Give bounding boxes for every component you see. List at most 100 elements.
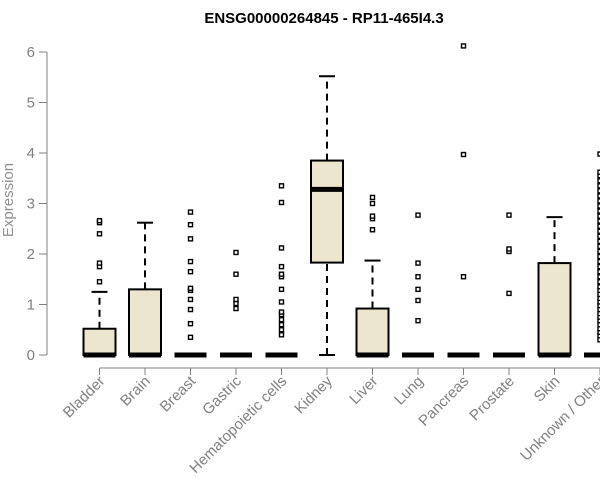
y-tick-label: 4 (27, 145, 35, 162)
outlier-point (597, 253, 600, 260)
box-unknown-other (584, 151, 600, 358)
outlier-point (597, 329, 600, 335)
outlier-point (460, 43, 467, 49)
outlier-point (278, 183, 285, 189)
outlier-point (597, 198, 600, 204)
outlier-point (187, 296, 194, 303)
outlier-point (415, 286, 421, 293)
outlier-point (597, 317, 600, 324)
box-skin (537, 216, 572, 358)
outlier-point (597, 213, 600, 219)
box-bladder (82, 217, 117, 358)
outlier-point (597, 263, 600, 270)
outlier-point (597, 243, 600, 250)
outlier-point (369, 200, 376, 207)
outlier-point (597, 310, 600, 317)
outlier-point (187, 268, 194, 275)
outlier-point (597, 284, 600, 290)
outlier-point (369, 194, 376, 201)
outlier-point (415, 274, 421, 280)
outlier-point (233, 249, 239, 256)
outlier-point (96, 231, 103, 237)
outlier-point (597, 203, 600, 209)
outlier-point (597, 218, 600, 224)
x-tick-label: Prostate (466, 373, 518, 425)
box-body (128, 288, 162, 357)
outlier-point (506, 212, 512, 218)
outlier-point (597, 287, 600, 294)
outlier-point (597, 299, 600, 305)
outlier-point (278, 309, 285, 315)
outlier-point (597, 326, 600, 332)
y-axis: 0 1 2 3 4 5 6 (27, 44, 48, 364)
outlier-point (597, 223, 600, 229)
y-tick-label: 1 (27, 297, 35, 314)
y-tick-label: 3 (27, 196, 35, 213)
outlier-point (597, 295, 600, 302)
outlier-point (415, 297, 421, 304)
outlier-point (597, 183, 600, 189)
outlier-point (597, 188, 600, 194)
outlier-point (460, 151, 467, 158)
outlier-point (278, 299, 285, 305)
box-body (355, 307, 390, 357)
y-tick-label: 0 (27, 347, 35, 364)
outlier-point (278, 327, 285, 333)
outlier-point (597, 173, 600, 179)
box-brain (128, 221, 162, 358)
outlier-point (415, 260, 421, 266)
outlier-point (187, 236, 194, 242)
box-body (537, 262, 572, 356)
outlier-point (187, 209, 194, 215)
outlier-point (597, 306, 600, 313)
outlier-point (369, 227, 376, 233)
outlier-point (597, 314, 600, 320)
outlier-point (597, 208, 600, 214)
outlier-point (597, 151, 600, 157)
outlier-point (233, 271, 239, 277)
outlier-point (187, 285, 194, 292)
outlier-point (233, 305, 239, 312)
y-tick-label: 6 (27, 44, 35, 61)
x-tick-label: Kidney (291, 372, 336, 417)
box-body (310, 159, 344, 264)
y-axis-label: Expression (0, 163, 17, 237)
x-tick-label: Skin (531, 373, 564, 406)
outlier-point (506, 290, 512, 297)
outlier-point (96, 217, 103, 224)
y-tick-label: 2 (27, 246, 35, 263)
outlier-point (187, 258, 194, 265)
outlier-point (187, 306, 194, 313)
outlier-point (506, 246, 512, 252)
outlier-point (278, 286, 285, 293)
x-tick-label: Brain (117, 373, 154, 410)
box-hematopoietic-cells (265, 183, 298, 358)
outlier-point (233, 296, 239, 303)
outlier-point (597, 228, 600, 234)
outlier-point (278, 245, 285, 251)
x-tick-label: Bladder (60, 373, 109, 422)
outlier-point (415, 317, 421, 324)
box-prostate (493, 212, 525, 358)
x-tick-label: Liver (346, 373, 381, 408)
box-body (82, 327, 117, 356)
outlier-point (597, 238, 600, 245)
outlier-point (278, 322, 285, 328)
outlier-point (460, 274, 467, 280)
box-liver (355, 194, 390, 358)
outlier-point (597, 274, 600, 280)
outlier-point (597, 337, 600, 343)
outlier-point (597, 322, 600, 328)
boxes-group (82, 43, 600, 358)
outlier-point (597, 193, 600, 199)
box-gastric (220, 249, 252, 358)
outlier-point (597, 291, 600, 298)
y-tick-label: 5 (27, 95, 35, 112)
outlier-point (96, 279, 103, 285)
outlier-point (278, 316, 285, 323)
outlier-point (597, 279, 600, 285)
outlier-point (187, 222, 194, 228)
outlier-point (597, 248, 600, 255)
